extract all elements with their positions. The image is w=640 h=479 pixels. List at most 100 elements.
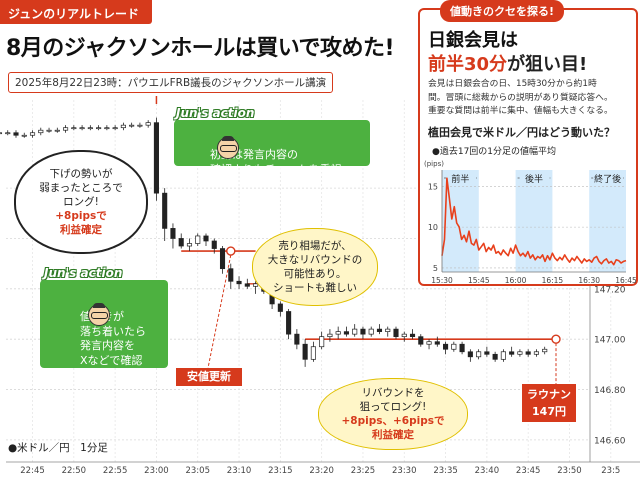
candle-body: [509, 351, 515, 355]
candle-body: [170, 228, 176, 239]
candle-body: [484, 351, 490, 355]
profit-line: 利益確定: [60, 224, 102, 236]
bubble-line: 下げの勢いが: [49, 168, 113, 180]
bubble-line: 弱まったところで: [39, 182, 123, 194]
candle-body: [327, 333, 333, 338]
low-update-label: 安値更新: [176, 368, 242, 386]
low-level-marker: [226, 246, 236, 256]
bubble-line: リバウンドを: [361, 387, 425, 399]
jun-action-box-2: 値動きが 落ち着いたら 発言内容を Xなどで確認: [40, 280, 168, 368]
candle-body: [129, 124, 135, 127]
candle-body: [360, 328, 366, 335]
candle-body: [219, 248, 226, 270]
candle-body: [13, 132, 19, 136]
inset-x-tick: 16:30: [578, 276, 600, 284]
candle-body: [29, 132, 36, 136]
candle-body: [343, 331, 349, 335]
band-label-bg: [446, 171, 475, 185]
inset-title-rest: が狙い目!: [507, 54, 588, 75]
bubble-line: ショートも難しい: [273, 282, 357, 294]
x-tick-label: 23:40: [475, 466, 500, 476]
candle-body: [434, 341, 440, 345]
x-tick-label: 23:10: [227, 466, 252, 476]
x-tick-label: 23:25: [351, 466, 376, 476]
inset-y-label: (pips): [424, 160, 444, 168]
y-tick-label: 146.80: [594, 386, 626, 396]
candle-body: [104, 127, 110, 130]
candle-body: [120, 124, 126, 129]
candle-body: [517, 351, 523, 355]
long-trade-bubble: リバウンドを 狙ってロング! +8pips、+6pipsで 利益確定: [318, 378, 468, 450]
candle-body: [244, 283, 250, 287]
candle-body: [46, 129, 52, 132]
range-series-line: [441, 177, 627, 266]
x-tick-label: 23:45: [516, 466, 541, 476]
candle-body: [352, 328, 358, 335]
jun-action-label: Jun's action: [176, 106, 255, 120]
candle-body: [426, 341, 432, 345]
corner-tag: ジュンのリアルトレード: [0, 0, 152, 24]
x-tick-label: 23:35: [433, 466, 458, 476]
profit-line: +8pips、+6pipsで: [341, 415, 445, 427]
candle-body: [401, 333, 407, 338]
candle-body: [492, 353, 498, 360]
candle-body: [542, 348, 548, 353]
inset-x-tick: 16:00: [505, 276, 527, 284]
jun-action-text: 落ち着いたら: [80, 324, 146, 338]
profit-line: +8pipsで: [55, 210, 107, 222]
candle-body: [393, 328, 399, 338]
event-caption: 2025年8月22日23時：パウエルFRB議長のジャクソンホール講演: [8, 72, 334, 93]
jun-action-box-1: 初動は発言内容の 確認よりもチャートを重視: [174, 120, 370, 176]
candle-body: [211, 240, 217, 249]
candle-body: [319, 336, 325, 348]
jun-action-text: 発言内容を: [80, 339, 135, 352]
candle-body: [467, 351, 473, 358]
jun-face-icon: [88, 303, 110, 326]
candle-body: [525, 351, 531, 355]
candle-body: [451, 343, 457, 350]
candle-body: [96, 127, 102, 130]
bubble-line: 売り相場だが、: [278, 240, 352, 252]
inset-body-line: 会見は日銀会合の日、15時30分から約1時: [428, 79, 597, 89]
band-label-bg: [520, 171, 548, 185]
candle-body: [368, 328, 374, 335]
candle-body: [5, 132, 11, 135]
candle-body: [195, 235, 201, 244]
candle-body: [310, 346, 316, 360]
boj-inset-panel: 日銀会見は 前半30分が狙い目! 会見は日銀会合の日、15時30分から約1時 間…: [418, 8, 638, 286]
candle-body: [236, 280, 242, 285]
candle-body: [145, 122, 151, 126]
candle-body: [277, 303, 283, 312]
chart-legend: ●米ドル／円 1分足: [8, 442, 108, 454]
inset-tag: 値動きのクセを探る!: [440, 0, 565, 22]
candle-body: [294, 333, 300, 345]
inset-title-2: 前半30分が狙い目!: [428, 50, 587, 76]
candle-body: [21, 134, 27, 137]
candle-body: [286, 311, 292, 335]
candle-body: [137, 124, 143, 127]
band-label: 終了後: [594, 173, 621, 185]
band-label: 後半: [525, 173, 543, 185]
bubble-line: 可能性あり。: [283, 268, 347, 280]
candle-body: [459, 343, 465, 353]
candle-body: [87, 127, 93, 130]
candle-body: [418, 336, 424, 345]
x-tick-label: 23:15: [268, 466, 293, 476]
jun-face-icon: [217, 136, 239, 159]
round-label-line: ラウナン: [527, 388, 571, 401]
rebound-bubble: 売り相場だが、 大きなリバウンドの 可能性あり。 ショートも難しい: [252, 228, 378, 306]
x-tick-label: 23:20: [309, 466, 334, 476]
y-tick-label: 146.60: [594, 436, 626, 446]
jun-action-text: Xなどで確認: [80, 353, 143, 367]
candle-body: [228, 268, 234, 282]
candle-body: [335, 331, 341, 335]
jun-action-label: Jun's action: [44, 266, 123, 280]
x-tick-label: 22:45: [20, 466, 45, 476]
candle-body: [112, 127, 118, 130]
profit-line: 利益確定: [372, 429, 414, 441]
candle-body: [54, 129, 60, 132]
candle-body: [38, 129, 44, 134]
y-tick-label: 147.00: [594, 336, 626, 346]
candle-body: [409, 333, 416, 338]
candle-body: [79, 127, 85, 130]
